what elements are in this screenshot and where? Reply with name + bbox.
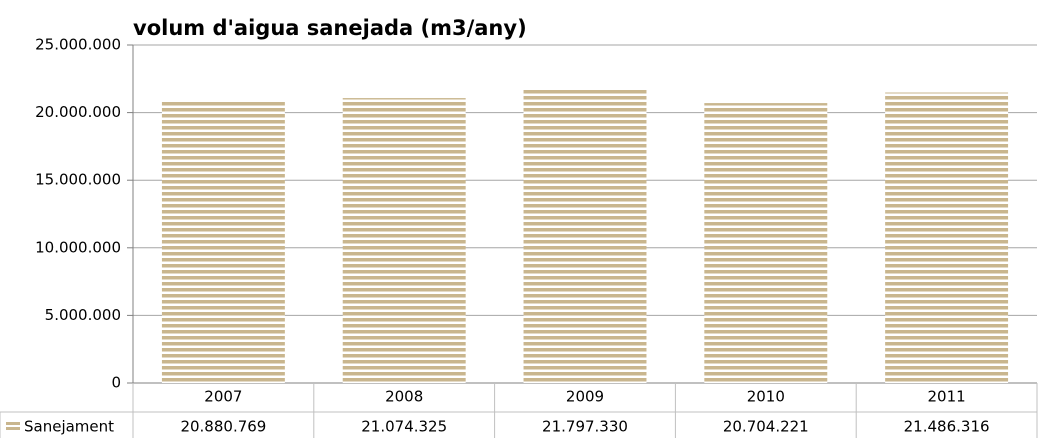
table-value: 21.797.330 [542,418,628,436]
y-tick-label: 0 [111,374,121,392]
legend-label: Sanejament [24,418,114,436]
table-value: 20.880.769 [180,418,266,436]
y-tick-label: 25.000.000 [35,36,121,54]
table-value: 20.704.221 [723,418,809,436]
x-tick-label: 2007 [204,388,242,406]
y-tick-label: 10.000.000 [35,238,121,256]
y-tick-label: 20.000.000 [35,103,121,121]
y-tick-label: 5.000.000 [45,306,121,324]
chart-title: volum d'aigua sanejada (m3/any) [133,16,527,40]
y-tick-label: 15.000.000 [35,171,121,189]
x-tick-label: 2008 [385,388,423,406]
legend-key [6,422,20,425]
x-tick-label: 2011 [928,388,966,406]
legend-key [6,427,20,430]
bar [523,88,647,383]
bar [342,98,466,383]
table-value: 21.486.316 [904,418,990,436]
bar [885,92,1009,383]
x-tick-label: 2010 [747,388,785,406]
bar [704,103,828,384]
table-value: 21.074.325 [361,418,447,436]
bar [161,100,285,383]
x-tick-label: 2009 [566,388,604,406]
